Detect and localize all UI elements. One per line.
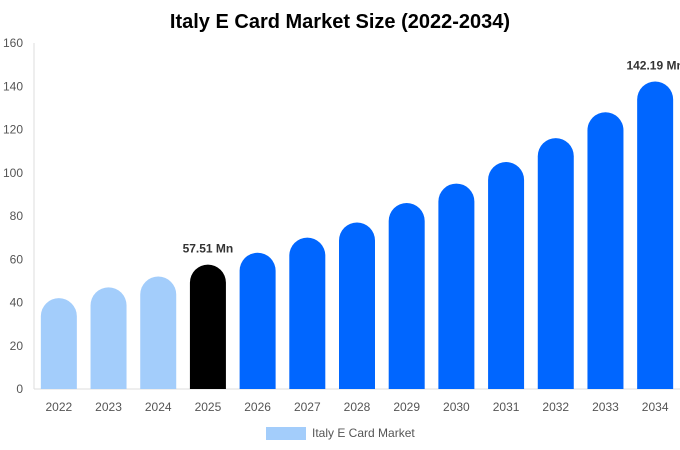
bar-2031[interactable] [488,161,525,389]
bar-2029[interactable] [388,203,425,389]
y-tick-label: 160 [3,36,23,50]
data-label: 142.19 Mn [626,59,680,73]
x-tick-label: 2023 [95,400,122,414]
x-tick-label: 2026 [244,400,271,414]
y-tick-label: 60 [10,252,24,266]
x-tick-label: 2029 [393,400,420,414]
data-label: 57.51 Mn [183,242,234,256]
x-tick-label: 2027 [294,400,321,414]
x-tick-label: 2028 [344,400,371,414]
bar-2022[interactable] [40,298,77,389]
y-tick-label: 100 [3,166,23,180]
bar-2033[interactable] [587,112,624,389]
y-tick-label: 20 [10,339,24,353]
bar-2034[interactable] [637,81,674,389]
bar-2028[interactable] [339,222,375,389]
x-tick-label: 2024 [145,400,172,414]
x-tick-label: 2030 [443,400,470,414]
bar-2030[interactable] [438,183,475,389]
x-axis-ticks: 2022 2023 2024 2025 2026 2027 2028 2029 2030 2031… [45,400,668,414]
y-tick-label: 40 [10,296,24,310]
data-labels: 57.51 Mn 142.19 Mn [183,59,680,256]
y-tick-label: 120 [3,123,23,137]
y-axis-ticks: 0 20 40 60 80 100 120 140 160 [3,36,23,396]
legend-label: Italy E Card Market [312,426,415,440]
bar-2027[interactable] [289,237,326,389]
legend[interactable]: Italy E Card Market [266,426,415,440]
x-tick-label: 2032 [542,400,569,414]
y-tick-label: 0 [16,382,23,396]
y-tick-label: 140 [3,79,23,93]
y-tick-label: 80 [10,209,24,223]
legend-swatch [266,427,306,440]
bars [40,81,674,389]
bar-2025[interactable] [189,264,226,389]
x-tick-label: 2022 [45,400,72,414]
bar-2024[interactable] [140,276,177,389]
bar-2032[interactable] [537,138,574,389]
bar-2023[interactable] [90,287,127,389]
x-tick-label: 2033 [592,400,619,414]
x-tick-label: 2025 [195,400,222,414]
x-tick-label: 2031 [493,400,520,414]
bar-2026[interactable] [239,252,276,389]
x-tick-label: 2034 [642,400,669,414]
chart-title: Italy E Card Market Size (2022-2034) [170,11,510,33]
